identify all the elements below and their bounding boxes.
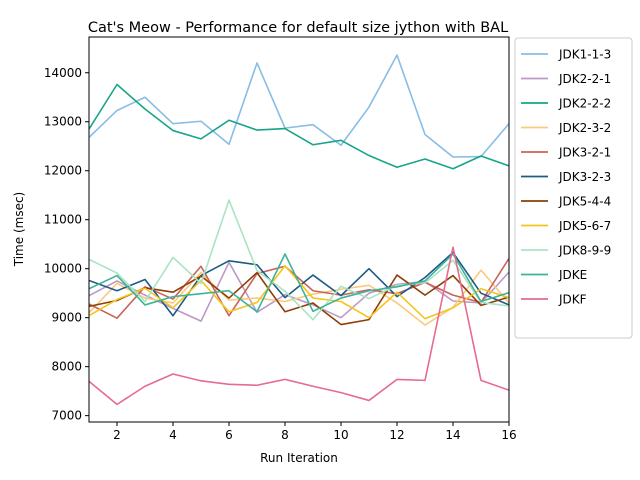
chart-title: Cat's Meow - Performance for default siz…: [88, 20, 508, 36]
y-axis: 7000 8000 9000 10000 11000 12000 13000 14000: [44, 66, 89, 423]
x-tick-label: 14: [445, 428, 460, 442]
x-axis: 2 4 6 8 10 12 14 16: [113, 422, 517, 442]
series-line-jdk2-2-1: [89, 261, 509, 322]
legend-entry: JDK2-2-2: [558, 97, 611, 111]
y-tick-label: 10000: [44, 262, 82, 276]
x-tick-label: 4: [169, 428, 177, 442]
legend-entry: JDK3-2-3: [558, 170, 611, 184]
legend-entry: JDK5-4-4: [558, 195, 611, 209]
series-line-jdk2-2-2: [89, 83, 509, 170]
legend-frame: [514, 37, 633, 339]
x-tick-label: 6: [225, 428, 233, 442]
series-line-jdk8-9-9: [89, 199, 509, 321]
x-tick-label: 12: [389, 428, 404, 442]
series-line-jdk1-1-3: [89, 54, 509, 158]
y-tick-label: 14000: [44, 66, 82, 80]
series-line-jdk3-2-1: [89, 257, 509, 319]
legend: JDK1-1-3 JDK2-2-1 JDK2-2-2 JDK2-3-2 JDK3-2-1…: [514, 37, 633, 339]
series-line-jdkf: [89, 246, 509, 406]
x-tick-label: 2: [113, 428, 121, 442]
legend-entry: JDK5-6-7: [558, 219, 611, 233]
x-axis-label: Run Iteration: [260, 451, 338, 465]
legend-entry: JDK3-2-1: [558, 146, 611, 160]
legend-entry: JDK2-2-1: [558, 72, 611, 86]
series-lines: [89, 54, 509, 406]
series-line-jdk5-4-4: [89, 271, 509, 326]
legend-entry: JDK1-1-3: [558, 48, 611, 62]
series-line-jdke: [89, 253, 509, 313]
legend-entry: JDKE: [558, 268, 587, 282]
x-tick-label: 16: [501, 428, 516, 442]
y-tick-label: 12000: [44, 164, 82, 178]
y-tick-label: 11000: [44, 213, 82, 227]
x-tick-label: 8: [281, 428, 289, 442]
legend-entry: JDKF: [558, 293, 587, 307]
y-tick-label: 7000: [51, 409, 82, 423]
y-tick-label: 9000: [51, 311, 82, 325]
x-tick-label: 10: [333, 428, 348, 442]
legend-entry: JDK2-3-2: [558, 121, 611, 135]
plot-frame: [88, 36, 510, 423]
y-tick-label: 13000: [44, 115, 82, 129]
y-tick-label: 8000: [51, 360, 82, 374]
plot-area: [89, 54, 509, 406]
legend-entry: JDK8-9-9: [558, 244, 611, 258]
y-axis-label: Time (msec): [12, 192, 26, 267]
